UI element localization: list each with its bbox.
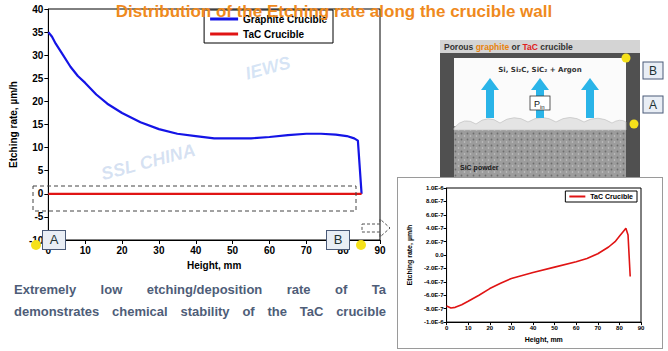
svg-text:Si, Si₂C, SiC₂ + Argon: Si, Si₂C, SiC₂ + Argon (498, 66, 581, 74)
svg-text:Pin: Pin (534, 99, 545, 110)
svg-text:30: 30 (32, 50, 44, 61)
html-text:B: B (333, 232, 343, 247)
svg-text:SiC powder: SiC powder (460, 164, 499, 172)
svg-text:-4.0E-7: -4.0E-7 (424, 279, 444, 285)
html-text:Distribution of the Etching ra: Distribution of the Etching rate along t… (115, 2, 553, 21)
html-text:IEWS: IEWS (243, 52, 293, 84)
svg-text:0: 0 (445, 325, 449, 331)
svg-text:40: 40 (530, 325, 537, 331)
svg-text:Height, mm: Height, mm (187, 260, 242, 271)
svg-text:4.0E-7: 4.0E-7 (426, 225, 444, 231)
svg-text:60: 60 (573, 325, 580, 331)
svg-text:35: 35 (32, 27, 44, 38)
svg-text:40: 40 (190, 245, 202, 256)
svg-text:0: 0 (45, 244, 52, 256)
svg-text:-8.0E-7: -8.0E-7 (424, 306, 444, 312)
svg-text:Height, mm: Height, mm (525, 336, 563, 344)
svg-text:80: 80 (616, 325, 623, 331)
svg-text:40: 40 (32, 4, 44, 15)
svg-text:2.0E-7: 2.0E-7 (426, 239, 444, 245)
svg-text:Porous graphite or TaC crucibl: Porous graphite or TaC crucible (444, 42, 573, 52)
svg-text:70: 70 (301, 245, 313, 256)
html-text:demonstrates chemical stabilit: demonstrates chemical stability of the T… (14, 304, 386, 319)
svg-text:TaC Crucible: TaC Crucible (243, 29, 304, 40)
svg-text:-1.0E-6: -1.0E-6 (424, 319, 444, 325)
svg-text:60: 60 (264, 245, 276, 256)
svg-text:Etching rate, µm/h: Etching rate, µm/h (406, 225, 414, 286)
svg-text:25: 25 (32, 73, 44, 84)
svg-text:8.0E-7: 8.0E-7 (426, 198, 444, 204)
html-text:Extremely low etching/depositi: Extremely low etching/deposition rate of… (14, 282, 386, 297)
svg-text:10: 10 (465, 325, 472, 331)
html-text:A: A (49, 232, 59, 247)
svg-text:20: 20 (32, 96, 44, 107)
svg-text:15: 15 (32, 119, 44, 130)
svg-text:20: 20 (116, 245, 128, 256)
svg-text:20: 20 (486, 325, 493, 331)
svg-text:Etching rate, µm/h: Etching rate, µm/h (8, 81, 19, 168)
svg-text:90: 90 (374, 245, 386, 256)
svg-text:A: A (649, 98, 657, 112)
svg-text:30: 30 (508, 325, 515, 331)
svg-text:80: 80 (337, 244, 349, 256)
svg-text:70: 70 (594, 325, 601, 331)
svg-text:5: 5 (38, 165, 44, 176)
svg-text:-6.0E-7: -6.0E-7 (424, 292, 444, 298)
svg-text:50: 50 (227, 245, 239, 256)
svg-text:-2.0E-7: -2.0E-7 (424, 265, 444, 271)
svg-text:-5: -5 (34, 211, 43, 222)
html-text:SSL CHINA: SSL CHINA (98, 139, 198, 185)
svg-text:6.0E-7: 6.0E-7 (426, 212, 444, 218)
svg-text:1.0E-6: 1.0E-6 (426, 185, 444, 191)
svg-text:10: 10 (32, 142, 44, 153)
svg-text:TaC Crucible: TaC Crucible (590, 193, 633, 200)
svg-text:0: 0 (38, 188, 44, 199)
svg-text:90: 90 (638, 325, 645, 331)
svg-text:30: 30 (153, 245, 165, 256)
svg-text:B: B (649, 64, 657, 78)
svg-text:0.0: 0.0 (435, 252, 444, 258)
svg-text:10: 10 (80, 245, 92, 256)
svg-text:50: 50 (551, 325, 558, 331)
